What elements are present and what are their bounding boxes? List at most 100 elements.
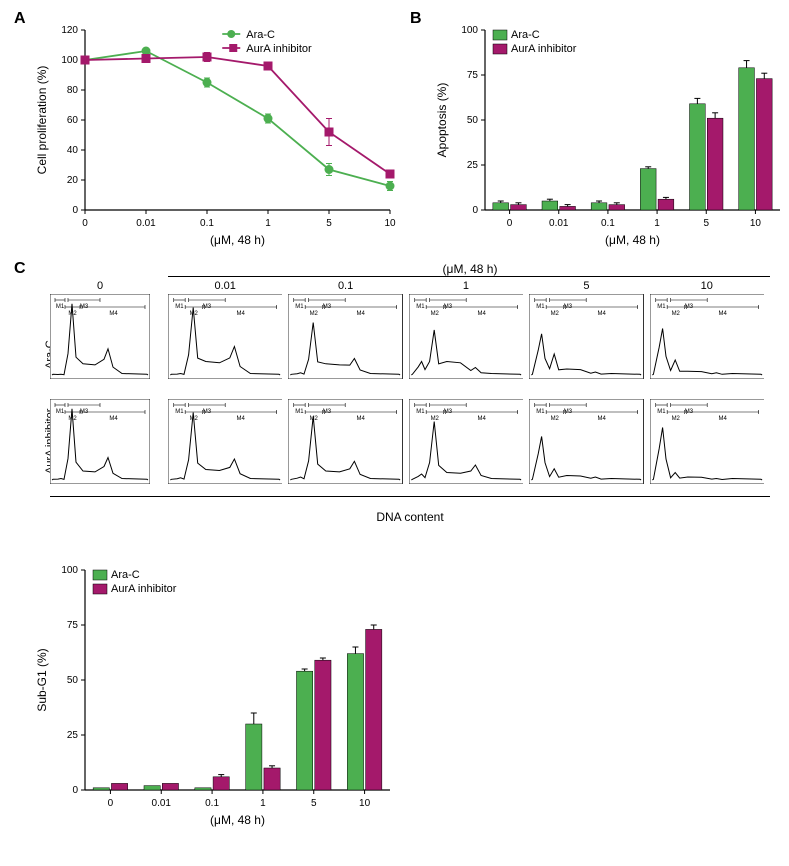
concentration-label: 5 <box>529 280 643 292</box>
concentration-label: 0.1 <box>288 280 402 292</box>
histogram-panel: M1M2M3M4 <box>288 399 402 484</box>
svg-text:Apoptosis (%): Apoptosis (%) <box>435 83 449 158</box>
svg-text:0: 0 <box>108 798 114 809</box>
svg-text:0: 0 <box>72 205 78 216</box>
histogram-svg: M1M2M3M4 <box>50 294 150 379</box>
svg-text:M4: M4 <box>357 311 366 317</box>
svg-text:25: 25 <box>67 730 79 741</box>
concentration-label: 0 <box>50 280 150 292</box>
svg-text:10: 10 <box>359 798 371 809</box>
concentration-label: 0.01 <box>168 280 282 292</box>
histogram-svg: M1M2M3M4 <box>650 399 764 484</box>
svg-text:50: 50 <box>467 115 479 126</box>
concentration-label: 10 <box>650 280 764 292</box>
histogram-svg: M1M2M3M4 <box>168 399 282 484</box>
svg-text:AurA inhibitor: AurA inhibitor <box>511 43 577 55</box>
svg-text:M1: M1 <box>175 409 184 415</box>
svg-text:M4: M4 <box>236 416 245 422</box>
svg-text:Ara-C: Ara-C <box>511 29 540 41</box>
svg-text:50: 50 <box>67 675 79 686</box>
svg-text:0.01: 0.01 <box>136 218 156 229</box>
svg-text:AurA inhibitor: AurA inhibitor <box>246 43 312 55</box>
histogram-svg: M1M2M3M4 <box>650 294 764 379</box>
histogram-panel: M1M2M3M4 <box>409 399 523 484</box>
svg-text:(μM, 48 h): (μM, 48 h) <box>605 233 660 247</box>
histogram-panel: M1M2M3M4 <box>650 399 764 484</box>
svg-text:M4: M4 <box>477 311 486 317</box>
svg-text:M2: M2 <box>551 416 560 422</box>
svg-text:75: 75 <box>67 620 79 631</box>
svg-text:1: 1 <box>260 798 266 809</box>
svg-text:M1: M1 <box>536 304 545 310</box>
svg-text:10: 10 <box>384 218 396 229</box>
concentration-label: 1 <box>409 280 523 292</box>
histogram-panel: 0.1M1M2M3M4 <box>288 294 402 379</box>
panel-c-histograms: Ara-CAurA inhibitor0M1M2M3M40.01M1M2M3M4… <box>50 280 770 490</box>
svg-text:M2: M2 <box>310 416 319 422</box>
svg-text:100: 100 <box>61 55 78 66</box>
svg-text:0: 0 <box>472 205 478 216</box>
histogram-svg: M1M2M3M4 <box>168 294 282 379</box>
svg-text:M4: M4 <box>109 311 118 317</box>
svg-text:Ara-C: Ara-C <box>111 569 140 581</box>
svg-text:M2: M2 <box>671 311 680 317</box>
svg-text:20: 20 <box>67 175 79 186</box>
svg-text:M4: M4 <box>357 416 366 422</box>
svg-text:M1: M1 <box>175 304 184 310</box>
svg-text:M4: M4 <box>718 311 727 317</box>
histogram-svg: M1M2M3M4 <box>529 399 643 484</box>
svg-text:AurA inhibitor: AurA inhibitor <box>111 583 177 595</box>
svg-text:(μM, 48 h): (μM, 48 h) <box>210 813 265 827</box>
svg-text:5: 5 <box>311 798 317 809</box>
panel-c-label: C <box>14 260 26 278</box>
svg-text:0.1: 0.1 <box>601 218 615 229</box>
svg-text:M1: M1 <box>296 304 305 310</box>
svg-text:M4: M4 <box>477 416 486 422</box>
panel-d-chart: 025507510000.010.11510Sub-G1 (%)(μM, 48 … <box>30 560 400 830</box>
histogram-panel: M1M2M3M4 <box>529 399 643 484</box>
svg-text:0.1: 0.1 <box>200 218 214 229</box>
svg-text:M2: M2 <box>671 416 680 422</box>
histogram-panel: M1M2M3M4 <box>168 399 282 484</box>
svg-text:10: 10 <box>750 218 762 229</box>
svg-text:M2: M2 <box>430 416 439 422</box>
svg-text:M1: M1 <box>56 409 65 415</box>
histogram-panel: 0M1M2M3M4 <box>50 294 150 379</box>
svg-text:0.01: 0.01 <box>152 798 172 809</box>
svg-text:M4: M4 <box>718 416 727 422</box>
svg-text:(μM, 48 h): (μM, 48 h) <box>210 233 265 247</box>
svg-text:0.1: 0.1 <box>205 798 219 809</box>
svg-text:M1: M1 <box>296 409 305 415</box>
histogram-panel: 0.01M1M2M3M4 <box>168 294 282 379</box>
histogram-svg: M1M2M3M4 <box>409 399 523 484</box>
histogram-panel: 10M1M2M3M4 <box>650 294 764 379</box>
svg-text:0: 0 <box>72 785 78 796</box>
histogram-svg: M1M2M3M4 <box>288 399 402 484</box>
svg-text:1: 1 <box>265 218 271 229</box>
svg-text:M1: M1 <box>56 304 65 310</box>
svg-text:M2: M2 <box>68 311 77 317</box>
svg-text:M1: M1 <box>657 304 666 310</box>
svg-text:M4: M4 <box>109 416 118 422</box>
svg-text:M1: M1 <box>416 409 425 415</box>
histogram-svg: M1M2M3M4 <box>409 294 523 379</box>
panel-c-header: (μM, 48 h) <box>190 262 750 276</box>
svg-text:M2: M2 <box>551 311 560 317</box>
svg-text:M2: M2 <box>190 416 199 422</box>
svg-text:0.01: 0.01 <box>549 218 569 229</box>
svg-text:60: 60 <box>67 115 79 126</box>
svg-text:5: 5 <box>326 218 332 229</box>
svg-text:M1: M1 <box>536 409 545 415</box>
histogram-svg: M1M2M3M4 <box>529 294 643 379</box>
histogram-svg: M1M2M3M4 <box>288 294 402 379</box>
svg-text:75: 75 <box>467 70 479 81</box>
panel-b-label: B <box>410 10 422 28</box>
svg-text:100: 100 <box>461 25 478 36</box>
svg-text:120: 120 <box>61 25 78 36</box>
svg-text:25: 25 <box>467 160 479 171</box>
svg-text:Ara-C: Ara-C <box>246 29 275 41</box>
dna-content-label: DNA content <box>50 510 770 524</box>
svg-text:40: 40 <box>67 145 79 156</box>
svg-text:M4: M4 <box>598 311 607 317</box>
panel-b-chart: 025507510000.010.11510Apoptosis (%)(μM, … <box>430 20 789 250</box>
